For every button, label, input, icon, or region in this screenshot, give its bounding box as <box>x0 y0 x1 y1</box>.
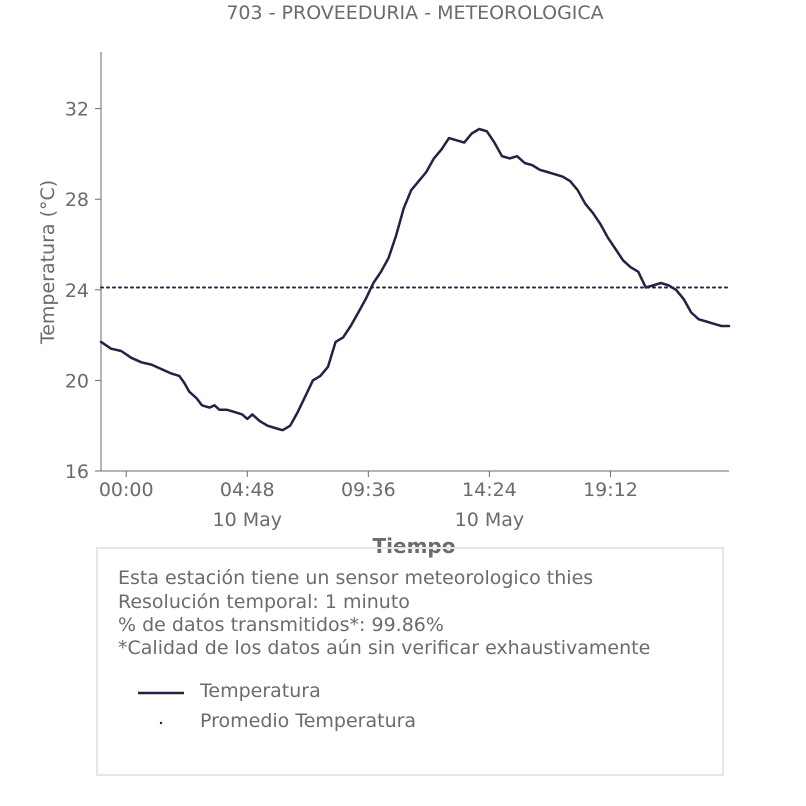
x-tick-sublabel: 10 May <box>455 509 525 531</box>
series-line-temperatura <box>99 127 731 432</box>
info-box: Esta estación tiene un sensor meteorolog… <box>96 547 724 776</box>
legend-swatch-solid-line <box>138 691 184 695</box>
y-tick-label: 20 <box>65 370 89 392</box>
x-tick-sublabel: 10 May <box>213 509 283 531</box>
legend-swatch-dotted-line <box>159 721 163 725</box>
chart-title: 703 - PROVEEDURIA - METEOROLOGICA <box>226 2 604 24</box>
plot-area <box>99 127 731 432</box>
legend-label-promedio: Promedio Temperatura <box>200 710 417 732</box>
legend-item-temperatura: Temperatura <box>138 680 538 704</box>
x-tick-label: 09:36 <box>341 479 396 501</box>
x-tick-label: 19:12 <box>583 479 638 501</box>
y-tick-label: 32 <box>65 99 89 121</box>
x-tick-label: 14:24 <box>462 479 517 501</box>
y-axis-label: Temperatura (°C) <box>37 180 59 345</box>
legend-item-promedio: Promedio Temperatura <box>138 710 538 734</box>
y-tick-label: 24 <box>65 280 89 302</box>
x-axis-label: Tiempo <box>373 534 456 558</box>
y-tick-label: 16 <box>65 461 89 483</box>
x-tick-label: 00:00 <box>99 479 154 501</box>
info-sensor-text: Esta estación tiene un sensor meteorolog… <box>118 567 594 589</box>
axes: 16 20 24 28 32 00:00 04:48 10 May 09:36 14:24 10 M… <box>65 52 729 531</box>
info-data-transmitted-text: % de datos transmitidos*: 99.86% <box>118 614 444 636</box>
legend-label-temperatura: Temperatura <box>200 680 321 702</box>
x-tick-label: 04:48 <box>220 479 275 501</box>
info-quality-note: *Calidad de los datos aún sin verificar … <box>118 637 651 659</box>
y-tick-label: 28 <box>65 189 89 211</box>
info-resolution-text: Resolución temporal: 1 minuto <box>118 591 410 613</box>
